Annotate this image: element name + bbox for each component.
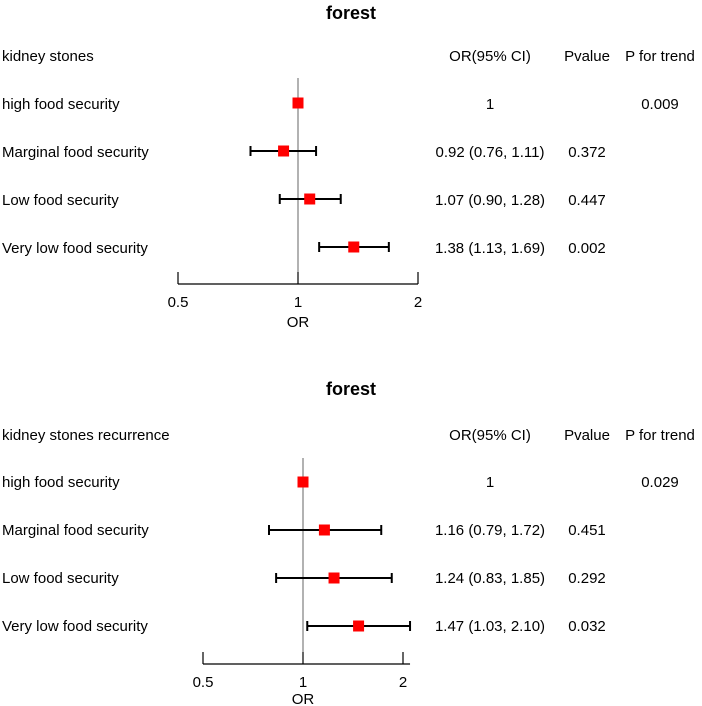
panel-2-or-ci-high: 1 [486,474,494,491]
panel-1-header-p-trend: P for trend [625,48,695,65]
panel-1-tick-label-0: 0.5 [168,294,189,311]
panel-2-header-or-ci: OR(95% CI) [449,427,531,444]
panel-1-p-trend-value: 0.009 [641,96,679,113]
panel-2-row-label-very-low: Very low food security [2,618,148,635]
panel-2-tick-label-1: 1 [299,674,307,691]
panel-2-row-label-low: Low food security [2,570,119,587]
panel-2-point-very-low [353,620,365,632]
panel-1-row-label-low: Low food security [2,192,119,209]
panel-1-row-label-high: high food security [2,96,120,113]
panel-1-point-very-low [348,241,360,253]
panel-2-pvalue-very-low: 0.032 [568,618,606,635]
panel-1-row-label-marginal: Marginal food security [2,144,149,161]
panel-1-point-marginal [278,145,290,157]
panel-2-p-trend-value: 0.029 [641,474,679,491]
panel-2-x-axis-label: OR [292,691,315,706]
panel-1-point-high [292,97,304,109]
panel-2-outcome-label: kidney stones recurrence [2,427,170,444]
panel-1-or-ci-low: 1.07 (0.90, 1.28) [435,192,545,209]
panel-2-point-low [328,572,340,584]
panel-2-or-ci-marginal: 1.16 (0.79, 1.72) [435,522,545,539]
panel-2-row-label-marginal: Marginal food security [2,522,149,539]
panel-1-pvalue-marginal: 0.372 [568,144,606,161]
panel-2-header-p-trend: P for trend [625,427,695,444]
panel-2-title: forest [326,379,376,399]
forest-panel-2: forest kidney stones recurrence OR(95% C… [2,379,695,706]
panel-2-pvalue-low: 0.292 [568,570,606,587]
panel-1-or-ci-marginal: 0.92 (0.76, 1.11) [436,144,545,161]
panel-1-header-or-ci: OR(95% CI) [449,48,531,65]
panel-1-outcome-label: kidney stones [2,48,94,65]
panel-1-pvalue-very-low: 0.002 [568,240,606,257]
panel-2-pvalue-marginal: 0.451 [568,522,606,539]
panel-2-point-high [297,476,309,488]
panel-1-x-axis-label: OR [287,314,310,331]
panel-2-or-ci-low: 1.24 (0.83, 1.85) [435,570,545,587]
panel-1-point-low [304,193,316,205]
panel-1-tick-label-2: 2 [414,294,422,311]
panel-1-tick-label-1: 1 [294,294,302,311]
panel-1-pvalue-low: 0.447 [568,192,606,209]
panel-1-header-pvalue: Pvalue [564,48,610,65]
panel-1-row-label-very-low: Very low food security [2,240,148,257]
panel-2-or-ci-very-low: 1.47 (1.03, 2.10) [435,618,545,635]
panel-1-or-ci-high: 1 [486,96,494,113]
panel-2-header-pvalue: Pvalue [564,427,610,444]
panel-1-or-ci-very-low: 1.38 (1.13, 1.69) [435,240,545,257]
panel-2-tick-label-0: 0.5 [193,674,214,691]
forest-panel-1: forest kidney stones OR(95% CI) Pvalue P… [2,3,695,331]
panel-1-title: forest [326,3,376,23]
panel-2-tick-label-2: 2 [399,674,407,691]
panel-2-point-marginal [318,524,330,536]
panel-2-row-label-high: high food security [2,474,120,491]
